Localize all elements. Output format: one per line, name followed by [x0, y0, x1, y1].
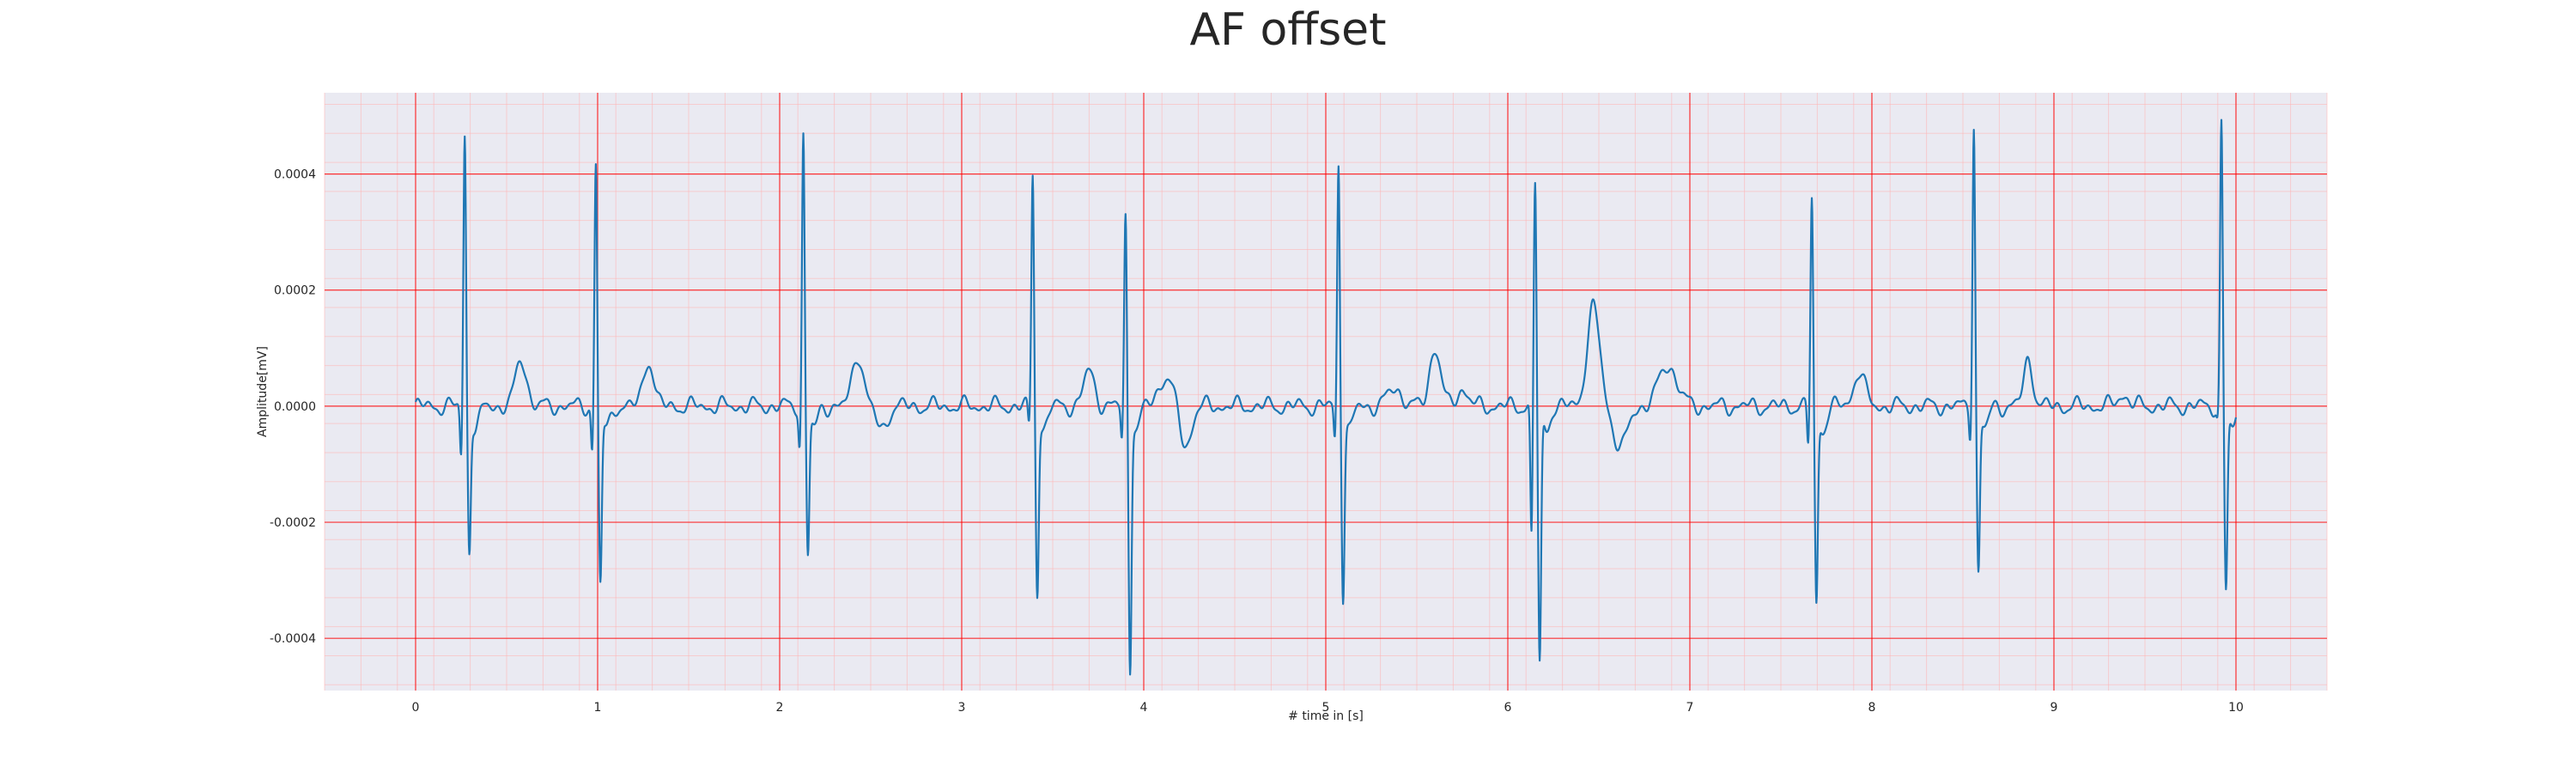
x-tick-label: 2 — [776, 701, 784, 715]
ecg-line — [414, 119, 2238, 676]
x-tick-label: 9 — [2050, 701, 2058, 715]
x-tick-label: 6 — [1504, 701, 1512, 715]
chart-title: AF offset — [1189, 4, 1386, 56]
y-tick-label: -0.0002 — [270, 516, 316, 530]
x-tick-label: 5 — [1322, 701, 1330, 715]
y-tick-label: 0.0004 — [274, 168, 316, 182]
y-axis-ticks: -0.0004 -0.0002 0.0000 0.0002 0.0004 — [270, 168, 316, 647]
x-tick-label: 10 — [2228, 701, 2244, 715]
y-tick-label: 0.0000 — [274, 400, 316, 414]
x-tick-label: 0 — [412, 701, 420, 715]
x-tick-label: 7 — [1686, 701, 1694, 715]
x-axis-ticks: 0 1 2 3 4 5 6 7 8 9 10 — [412, 701, 2244, 715]
major-grid — [325, 93, 2327, 691]
x-tick-label: 3 — [958, 701, 966, 715]
y-axis-label: Amplitude[mV] — [256, 346, 270, 437]
x-tick-label: 4 — [1140, 701, 1148, 715]
y-tick-label: -0.0004 — [270, 632, 316, 646]
x-tick-label: 8 — [1868, 701, 1876, 715]
x-axis-label: # time in [s] — [1288, 709, 1364, 723]
y-tick-label: 0.0002 — [274, 284, 316, 298]
x-tick-label: 1 — [594, 701, 602, 715]
